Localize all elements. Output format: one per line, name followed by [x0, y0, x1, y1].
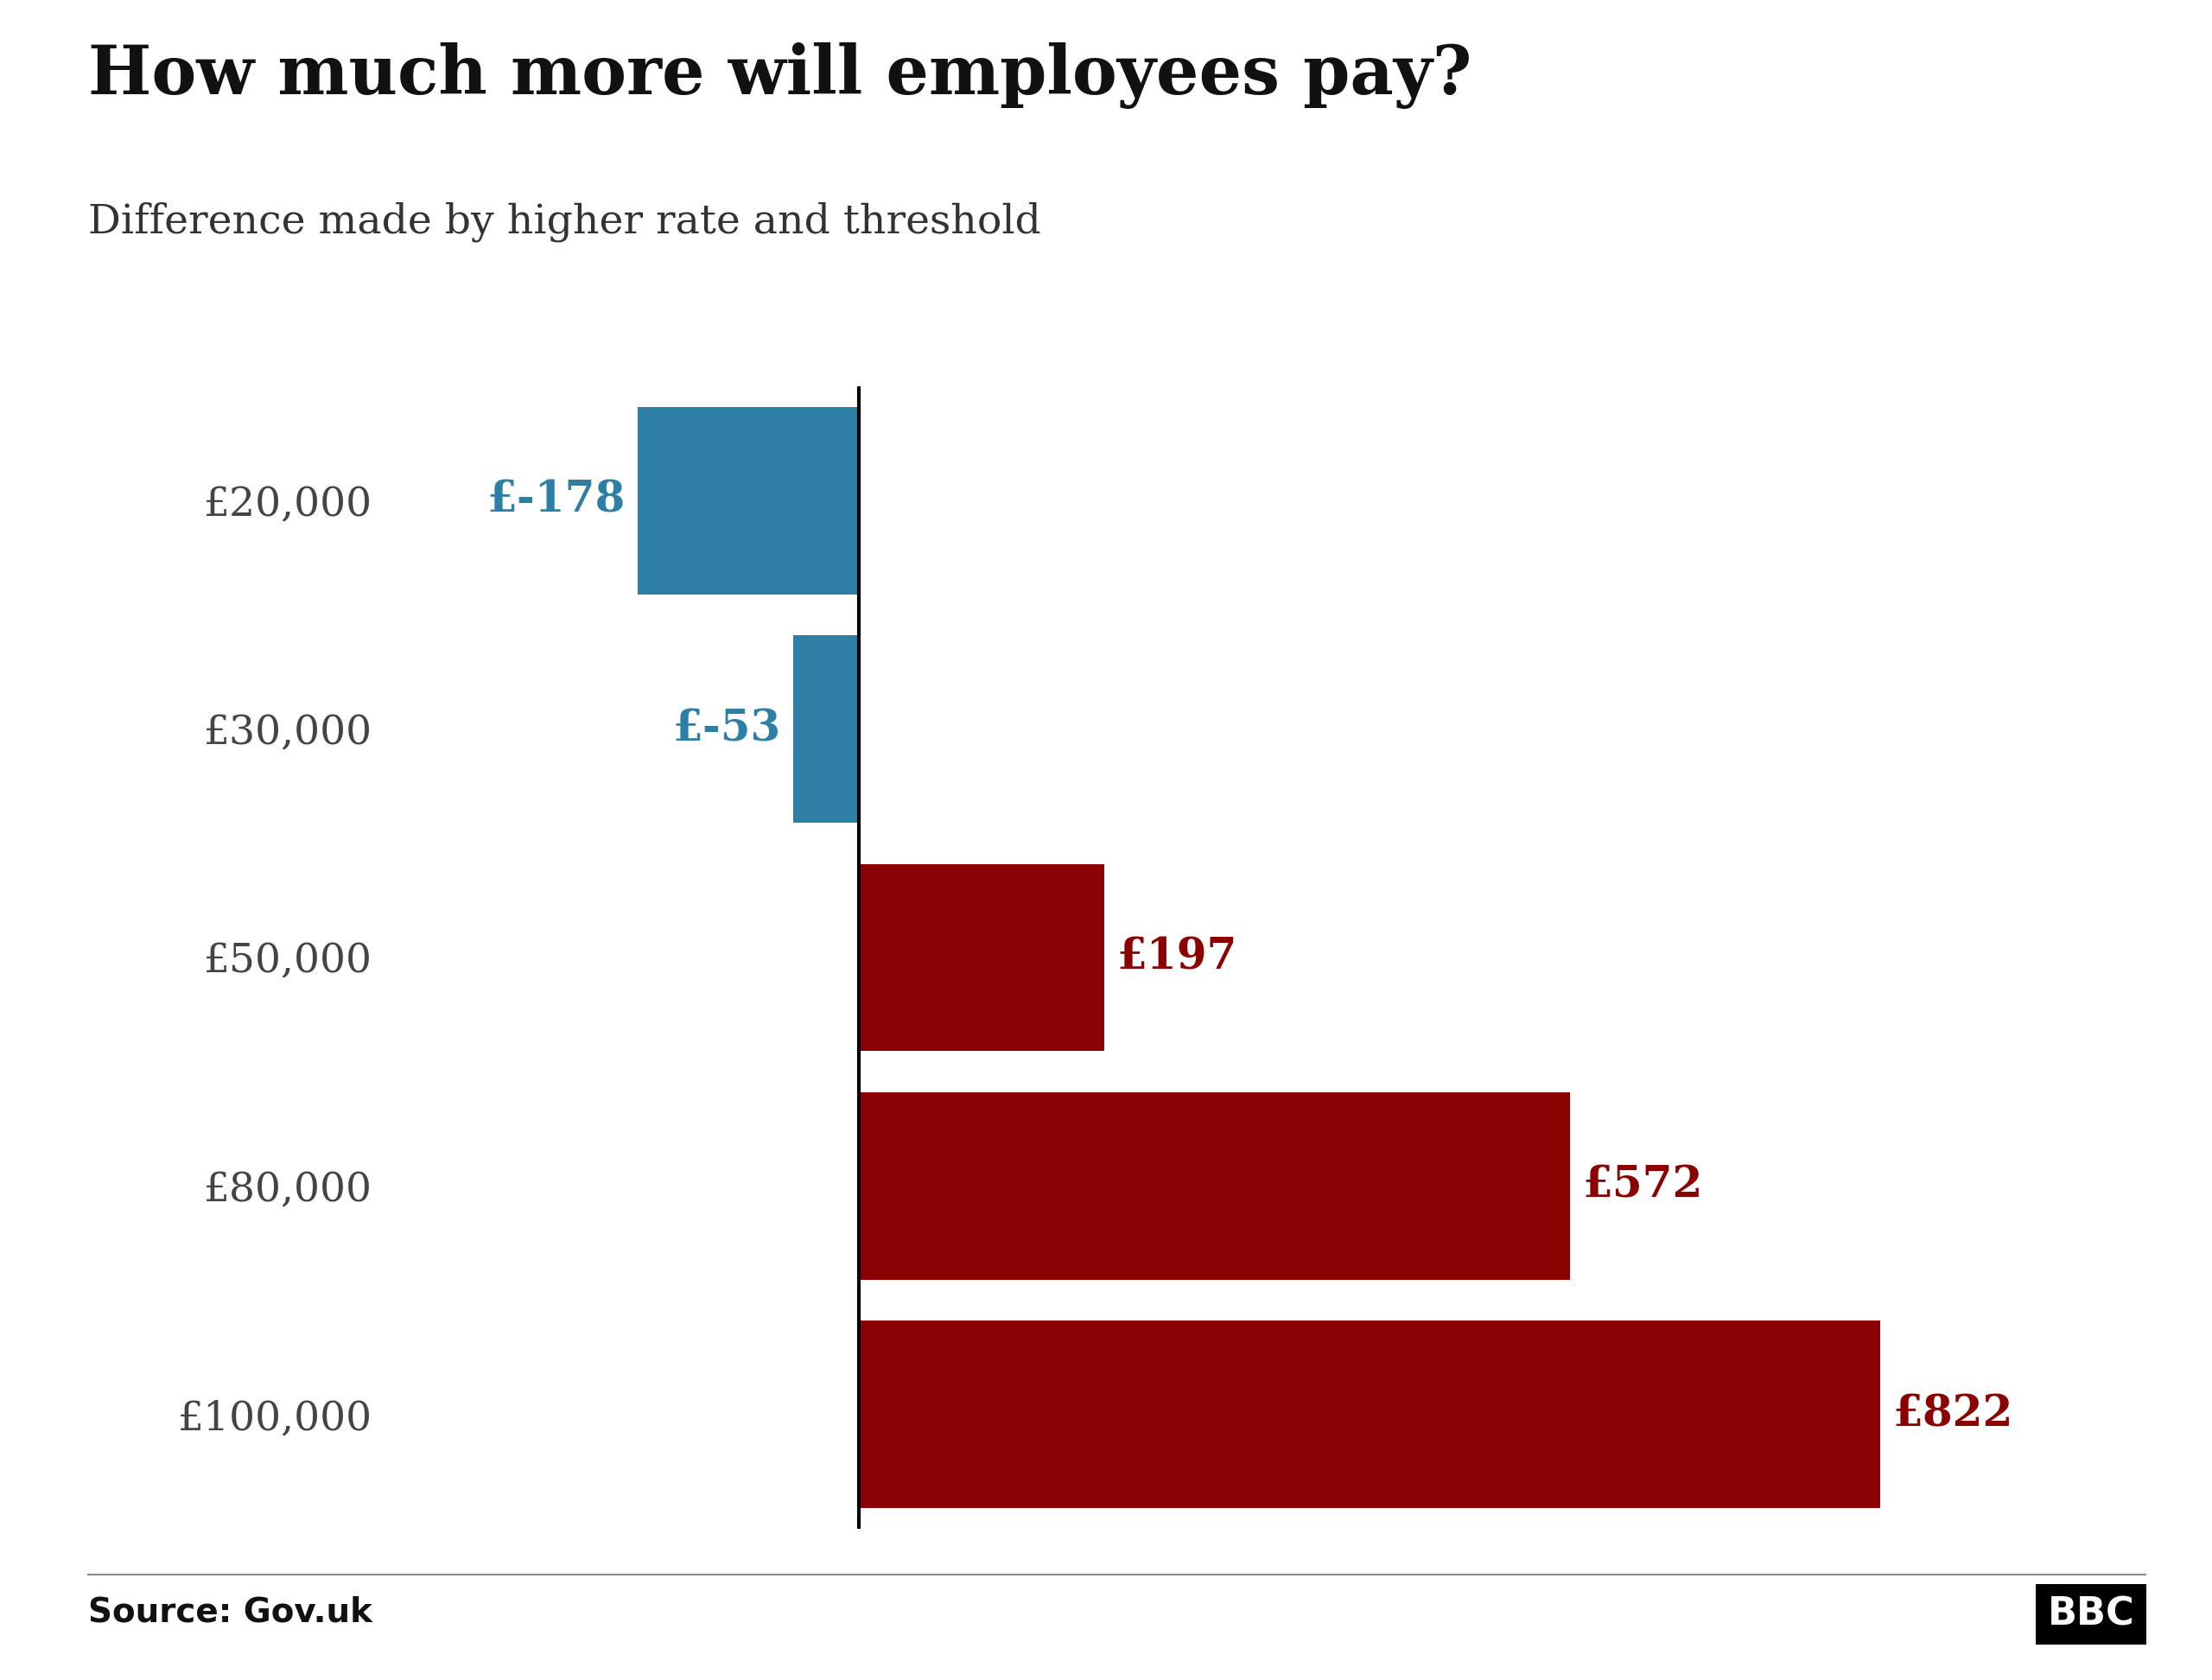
Text: £822: £822: [1893, 1393, 2013, 1436]
Text: £572: £572: [1582, 1164, 1703, 1208]
Text: £197: £197: [1117, 936, 1237, 979]
Text: How much more will employees pay?: How much more will employees pay?: [88, 42, 1473, 109]
Bar: [858, 864, 1104, 1052]
Text: Difference made by higher rate and threshold: Difference made by higher rate and thres…: [88, 202, 1042, 242]
Bar: [858, 1320, 1880, 1509]
Text: £-178: £-178: [487, 479, 626, 522]
Bar: [858, 1092, 1571, 1280]
Text: Source: Gov.uk: Source: Gov.uk: [88, 1596, 372, 1630]
Text: BBC: BBC: [2048, 1596, 2135, 1633]
Bar: [794, 635, 858, 823]
Bar: [637, 407, 858, 595]
Text: £-53: £-53: [672, 707, 781, 751]
